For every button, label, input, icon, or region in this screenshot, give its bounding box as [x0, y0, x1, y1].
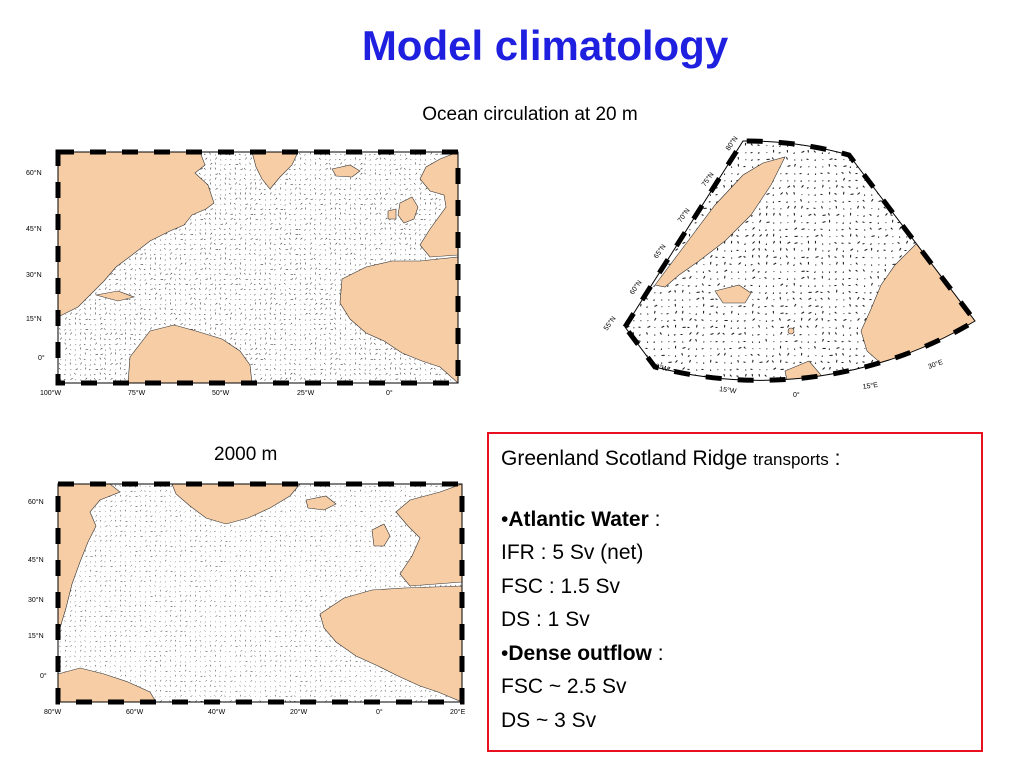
lat-label: 15°N: [28, 632, 44, 640]
lon-label: 20°W: [290, 708, 308, 716]
heading-text: Greenland Scotland Ridge: [501, 447, 748, 470]
transport-line: FSC : 1.5 Sv: [501, 574, 621, 598]
transports-heading: Greenland Scotland Ridge transports :: [501, 442, 969, 477]
lat-label: 30°N: [26, 271, 42, 279]
map-subtitle: Ocean circulation at 20 m: [422, 104, 638, 125]
lat-label: 45°N: [28, 556, 44, 564]
transport-line: IFR : 5 Sv (net): [501, 541, 644, 564]
lon-label: 80°W: [44, 708, 62, 716]
lat-label: 0°: [40, 672, 47, 680]
transport-line: DS : 1 Sv: [501, 608, 590, 631]
lat-label: 60°N: [26, 169, 42, 177]
lon-label: 0°: [376, 708, 383, 716]
lon-label: 15°W: [719, 385, 738, 395]
atlantic-water-label: Atlantic Water: [508, 507, 649, 531]
lat-label: 0°: [38, 354, 45, 362]
lat-label: 15°N: [26, 315, 42, 323]
transport-line: FSC ~ 2.5 Sv: [501, 675, 627, 698]
lon-label: 0°: [386, 389, 393, 397]
lon-label: 40°W: [208, 708, 226, 716]
lat-label: 55°N: [602, 315, 618, 332]
lon-label: 60°W: [126, 708, 144, 716]
land: [57, 151, 459, 384]
lon-label: 15°E: [862, 381, 879, 391]
dense-outflow-item: •Dense outflow :: [501, 641, 664, 665]
lat-label: 65°N: [652, 243, 668, 260]
atlantic-water-item: •Atlantic Water :: [501, 507, 661, 531]
lon-label: 25°W: [297, 389, 315, 397]
dense-outflow-label: Dense outflow: [508, 641, 652, 665]
transports-box: Greenland Scotland Ridge transports : •A…: [487, 432, 983, 752]
transport-line: DS ~ 3 Sv: [501, 708, 597, 732]
lat-label: 60°N: [28, 498, 44, 506]
north-atlantic-map-2000m: 60°N 45°N 30°N 15°N 0° 80°W 60°W 40°W 20…: [28, 481, 466, 716]
dense-colon: :: [657, 641, 664, 665]
lon-label: 30°E: [927, 358, 944, 371]
lon-label: 75°W: [128, 389, 146, 397]
depth-label-2000m: 2000 m: [214, 444, 278, 465]
lon-label: 20°E: [450, 708, 466, 716]
north-atlantic-map-20m: 60°N 45°N 30°N 15°N 0° 100°W 75°W 50°W 2…: [26, 149, 461, 397]
lat-label: 60°N: [628, 279, 644, 296]
page-title: Model climatology: [361, 22, 729, 69]
land: [57, 483, 463, 703]
lon-label: 100°W: [40, 389, 61, 397]
lat-label: 30°N: [28, 596, 44, 604]
heading-small-text: transports: [753, 450, 829, 469]
nordic-seas-polar-map: 80°N 75°N 70°N 65°N 60°N 55°N 30°W 15°W …: [602, 135, 979, 399]
lat-label: 70°N: [676, 207, 692, 224]
lon-label: 0°: [793, 391, 800, 399]
lat-label: 45°N: [26, 225, 42, 233]
heading-colon: :: [834, 447, 841, 470]
lon-label: 50°W: [212, 389, 230, 397]
atlantic-colon: :: [654, 507, 661, 531]
